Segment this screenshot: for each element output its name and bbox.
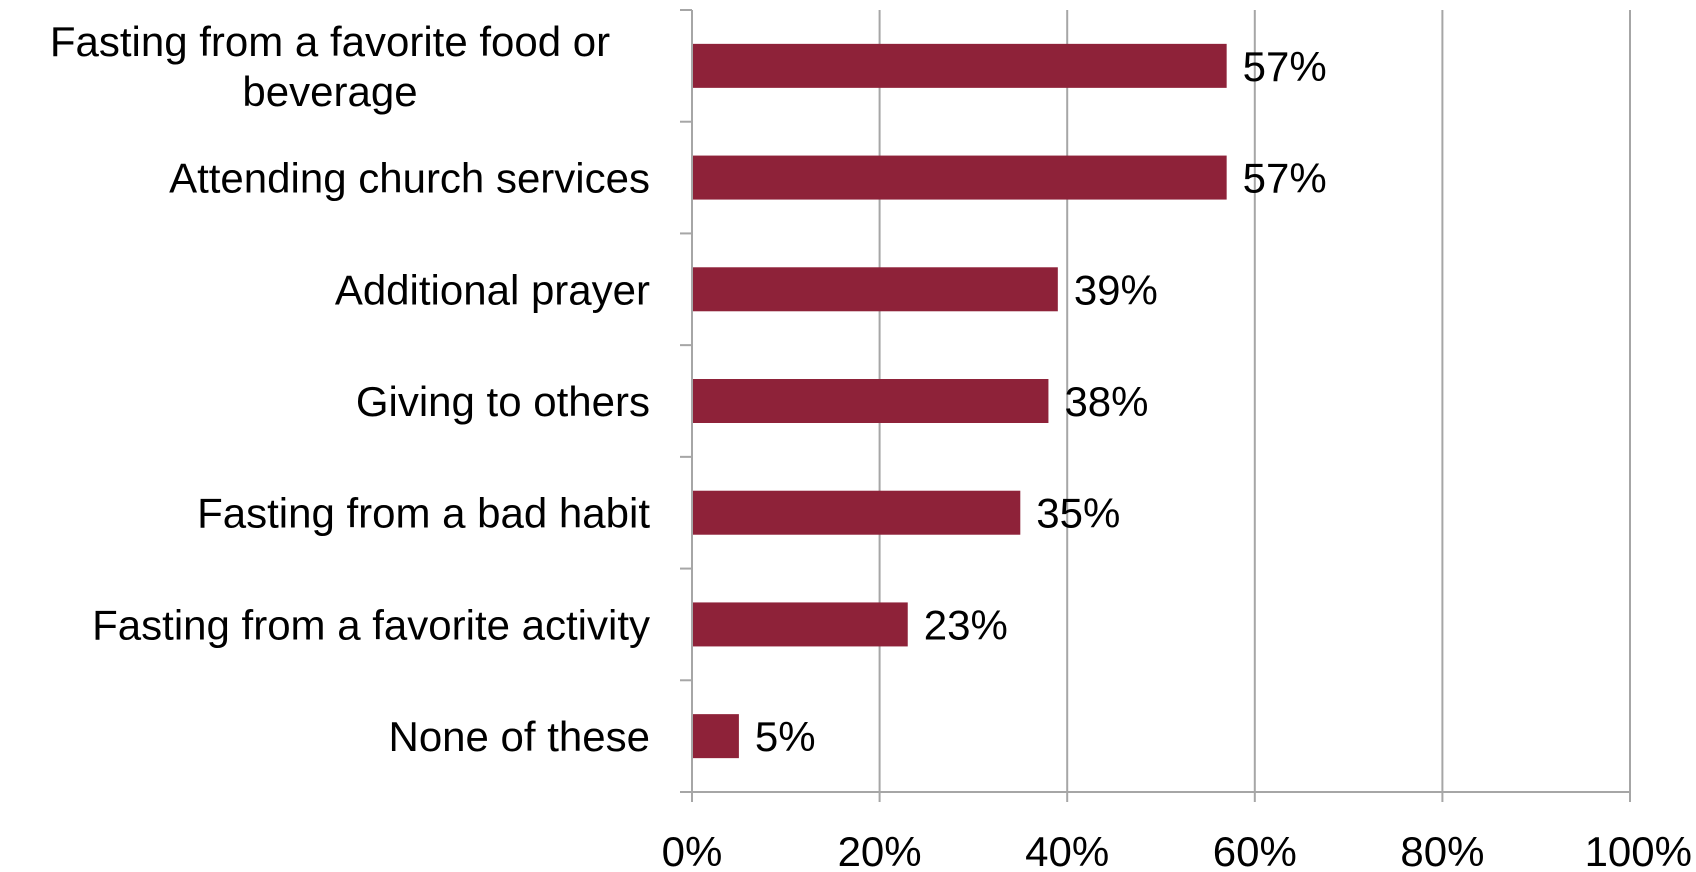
data-label: 5% bbox=[755, 713, 816, 760]
bars bbox=[692, 43, 1227, 759]
bar bbox=[692, 602, 908, 647]
data-label: 57% bbox=[1243, 155, 1327, 202]
category-label: None of these bbox=[388, 713, 650, 760]
category-label-line: Giving to others bbox=[356, 378, 650, 425]
x-tick-label: 60% bbox=[1213, 828, 1297, 872]
bar bbox=[692, 43, 1227, 88]
category-label: Fasting from a favorite food or beverage bbox=[50, 18, 610, 115]
axes bbox=[680, 9, 1631, 802]
category-label-line: Fasting from a favorite food or bbox=[50, 18, 610, 65]
bar bbox=[692, 155, 1227, 200]
data-labels: 57% 57% 39% 38% 35% 23% 5% bbox=[755, 43, 1327, 760]
category-label-line: beverage bbox=[242, 68, 417, 115]
x-tick-label: 80% bbox=[1400, 828, 1484, 872]
data-label: 38% bbox=[1064, 378, 1148, 425]
data-label: 35% bbox=[1036, 490, 1120, 537]
bar bbox=[692, 267, 1058, 312]
bar bbox=[692, 714, 739, 759]
bar bbox=[692, 379, 1049, 423]
x-tick-label: 0% bbox=[662, 828, 723, 872]
x-tick-label: 100% bbox=[1585, 828, 1692, 872]
data-label: 57% bbox=[1243, 43, 1327, 90]
category-label: Attending church services bbox=[169, 155, 650, 202]
category-label-line: Fasting from a bad habit bbox=[197, 490, 650, 537]
category-label: Fasting from a favorite activity bbox=[92, 601, 650, 648]
category-label-line: Attending church services bbox=[169, 155, 650, 202]
gridlines bbox=[878, 10, 1631, 792]
category-label-line: Additional prayer bbox=[335, 266, 650, 313]
bar bbox=[692, 490, 1021, 535]
x-tick-label: 40% bbox=[1025, 828, 1109, 872]
category-labels: Fasting from a favorite food or beverage A… bbox=[50, 18, 650, 760]
x-tick-labels: 0% 20% 40% 60% 80% 100% bbox=[662, 828, 1692, 872]
x-tick-label: 20% bbox=[838, 828, 922, 872]
data-label: 39% bbox=[1074, 266, 1158, 313]
data-label: 23% bbox=[924, 601, 1008, 648]
category-label-line: Fasting from a favorite activity bbox=[92, 601, 650, 648]
category-label-line: None of these bbox=[388, 713, 650, 760]
category-label: Additional prayer bbox=[335, 266, 650, 313]
category-label: Giving to others bbox=[356, 378, 650, 425]
category-label: Fasting from a bad habit bbox=[197, 490, 650, 537]
